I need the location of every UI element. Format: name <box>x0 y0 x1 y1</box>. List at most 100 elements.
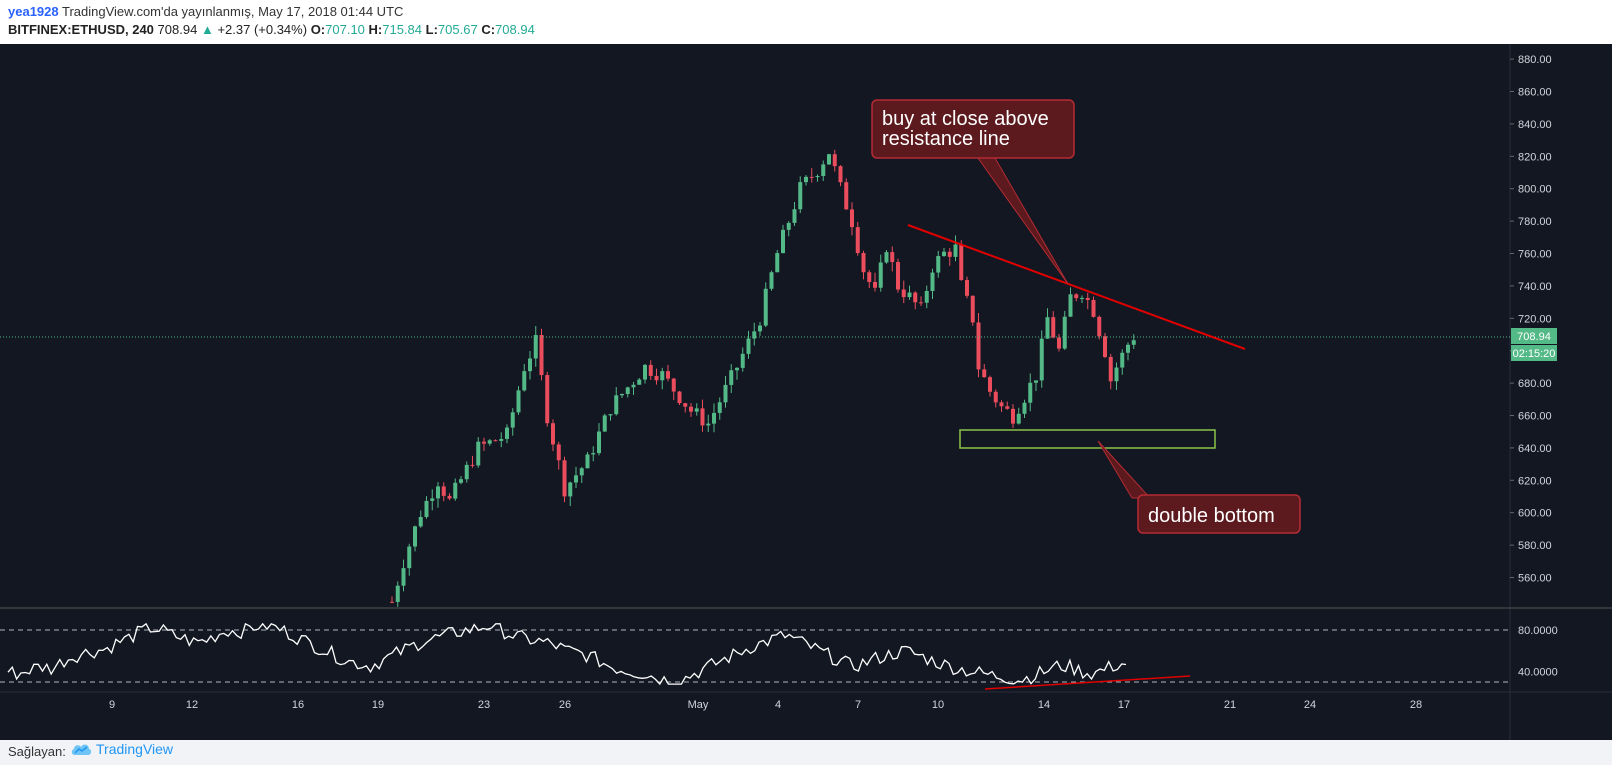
buy-callout-line2: resistance line <box>882 128 1010 150</box>
candle-body <box>683 403 688 407</box>
tradingview-brand[interactable]: TradingView <box>70 741 173 757</box>
candle-body <box>597 431 601 454</box>
candle-body <box>752 331 757 339</box>
time-tick-label: 17 <box>1118 699 1130 711</box>
time-tick-label: 9 <box>109 699 115 711</box>
time-tick-label: 16 <box>292 699 304 711</box>
time-tick-label: 26 <box>559 699 571 711</box>
candle-body <box>556 444 561 461</box>
candle-body <box>579 468 584 476</box>
price-tick-label: 860.00 <box>1518 87 1552 99</box>
price-chart[interactable]: 880.00 860.00 840.00 820.00 800.00 780.00 760.… <box>0 44 1612 744</box>
candle-body <box>873 281 877 288</box>
low-label: L: <box>425 22 438 37</box>
chart-area[interactable]: 880.00 860.00 840.00 820.00 800.00 780.00 760.… <box>0 44 1612 744</box>
symbol-line: BITFINEX:ETHUSD, 240 708.94 ▲ +2.37 (+0.… <box>8 22 535 37</box>
high-value: 715.84 <box>382 22 423 37</box>
candle-body <box>1057 337 1061 349</box>
candle-body <box>930 272 935 291</box>
candle-body <box>919 302 923 304</box>
candle-body <box>965 280 969 296</box>
candle-body <box>666 371 670 379</box>
price-tick-label: 800.00 <box>1518 184 1552 196</box>
candle-body <box>976 322 981 370</box>
buy-callout-line1: buy at close above <box>882 108 1049 130</box>
candle-body <box>533 335 538 359</box>
time-axis: 9 12 16 19 23 26 May 4 7 10 14 17 21 24 28 <box>109 699 1422 711</box>
candle-body <box>884 252 889 263</box>
rsi-tick-label: 40.0000 <box>1518 667 1558 679</box>
candle-body <box>1068 294 1073 317</box>
resistance-trendline[interactable] <box>907 224 1246 350</box>
candle-body <box>924 290 929 303</box>
rsi-line <box>7 622 1127 686</box>
low-value: 705.67 <box>437 22 478 37</box>
candle-body <box>401 568 406 586</box>
candle-body <box>1091 299 1096 317</box>
last-price: 708.94 <box>157 22 198 37</box>
candle-body <box>763 288 768 326</box>
candle-body <box>505 427 509 439</box>
price-tick-label: 840.00 <box>1518 119 1552 131</box>
tradingview-text: TradingView <box>96 741 174 757</box>
candle-body <box>562 460 567 497</box>
time-tick-label: 10 <box>932 699 944 711</box>
change-text: +2.37 (+0.34%) <box>217 22 308 37</box>
candle-body <box>487 440 492 444</box>
candle-body <box>459 479 463 483</box>
double-bottom-callout-text: double bottom <box>1148 505 1275 527</box>
close-label: C: <box>481 22 496 37</box>
time-tick-label: 7 <box>855 699 861 711</box>
footer: Sağlayan: TradingView <box>0 740 1612 765</box>
candle-body <box>717 402 722 413</box>
candles <box>390 149 1136 607</box>
provider-label: Sağlayan: <box>8 744 66 759</box>
candle-body <box>735 367 739 371</box>
candle-body <box>1011 408 1015 424</box>
last-price-tag-text: 708.94 <box>1517 331 1551 343</box>
candle-body <box>832 154 837 167</box>
candle-body <box>677 391 682 404</box>
author-link[interactable]: yea1928 <box>8 4 59 19</box>
price-tick-label: 580.00 <box>1518 540 1552 552</box>
candle-body <box>1062 316 1067 349</box>
buy-callout-box[interactable] <box>871 99 1075 159</box>
countdown-tag-text: 02:15:20 <box>1513 348 1556 360</box>
published-text: TradingView.com'da yayınlanmış, May 17, … <box>62 4 404 19</box>
price-tick-label: 620.00 <box>1518 475 1552 487</box>
candle-body <box>648 364 653 376</box>
time-tick-label: 12 <box>186 699 198 711</box>
candle-body <box>815 175 820 178</box>
candle-body <box>602 415 607 432</box>
high-label: H: <box>368 22 383 37</box>
candle-body <box>867 272 872 282</box>
rsi-pane: 80.0000 40.0000 <box>0 622 1558 686</box>
double-bottom-callout-box[interactable] <box>1137 494 1301 534</box>
candle-body <box>1114 367 1119 382</box>
last-price-tag <box>1511 328 1557 344</box>
candle-body <box>781 229 785 254</box>
candle-body <box>643 364 647 380</box>
candle-body <box>982 369 987 378</box>
double-bottom-box[interactable] <box>959 429 1216 449</box>
tradingview-cloud-icon <box>71 744 92 755</box>
candle-body <box>1097 316 1102 337</box>
rsi-trendline[interactable] <box>984 675 1191 690</box>
candle-body <box>671 378 676 392</box>
candle-body <box>441 486 446 496</box>
candle-body <box>499 438 504 441</box>
candle-body <box>1034 380 1038 383</box>
open-label: O: <box>310 22 326 37</box>
candle-body <box>493 440 498 442</box>
candle-body <box>953 244 958 257</box>
candle-body <box>510 412 515 428</box>
candle-body <box>585 454 590 469</box>
time-tick-label: May <box>688 699 709 711</box>
candle-body <box>1016 413 1021 424</box>
candle-body <box>855 227 860 254</box>
candle-body <box>740 353 745 368</box>
candle-body <box>798 182 803 210</box>
symbol-label[interactable]: BITFINEX:ETHUSD, 240 <box>8 22 154 37</box>
candle-body <box>1022 402 1027 414</box>
candle-body <box>637 379 642 385</box>
